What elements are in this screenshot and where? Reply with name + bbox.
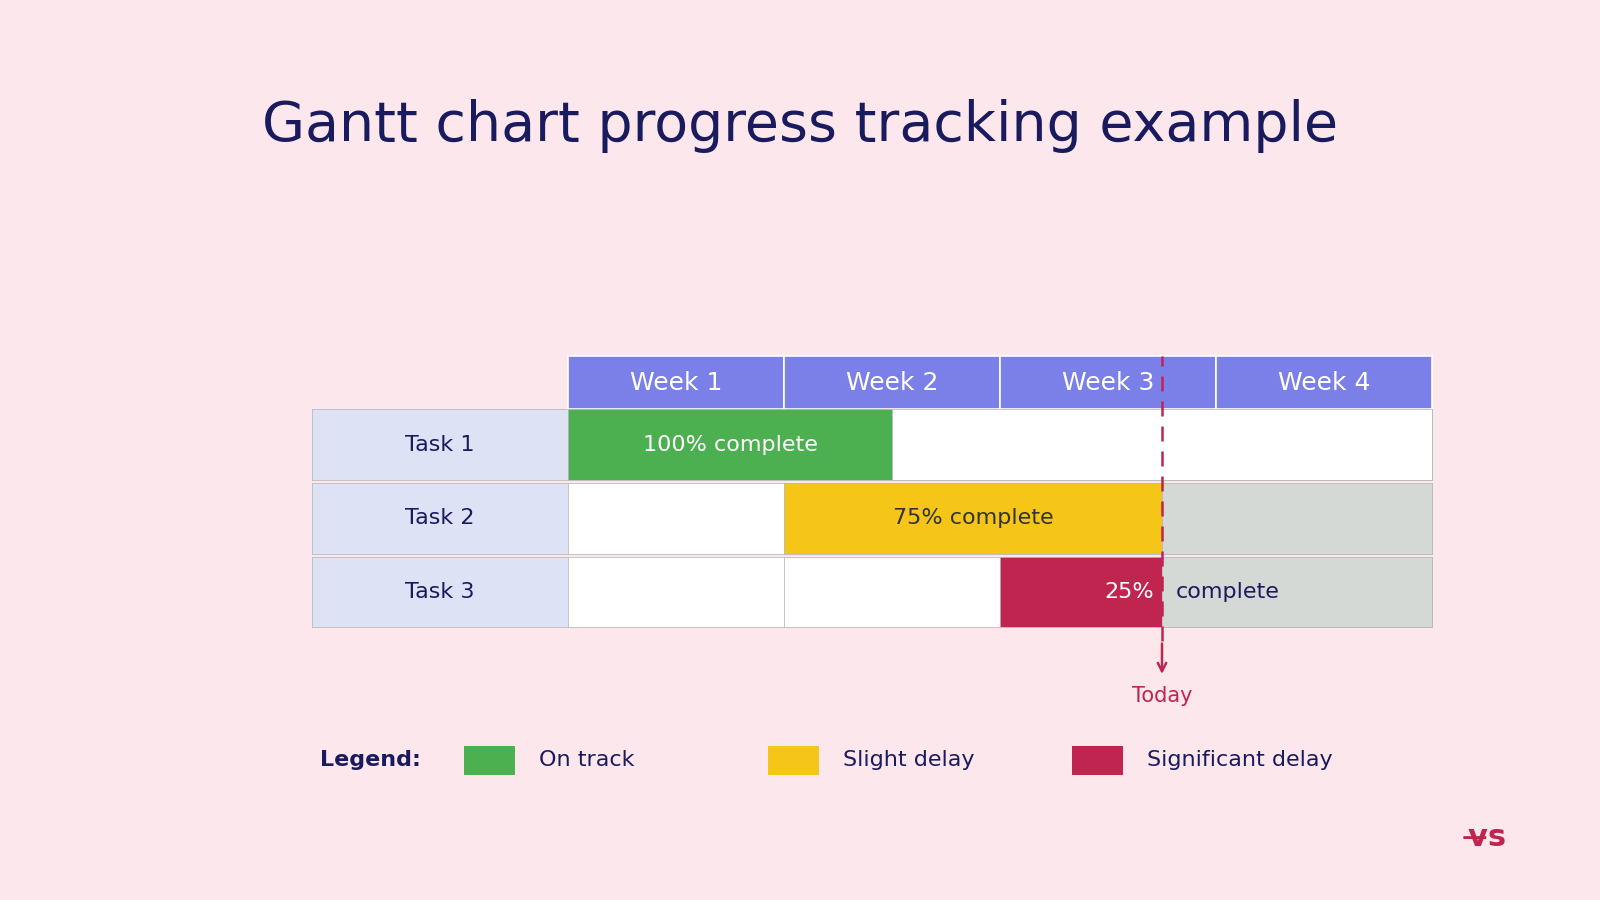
Text: 75% complete: 75% complete	[893, 508, 1053, 528]
Text: Week 4: Week 4	[1278, 371, 1370, 394]
Text: complete: complete	[1176, 582, 1280, 602]
Text: Gantt chart progress tracking example: Gantt chart progress tracking example	[262, 99, 1338, 153]
Text: Task 2: Task 2	[405, 508, 475, 528]
Text: 25%: 25%	[1104, 582, 1154, 602]
Text: Significant delay: Significant delay	[1147, 751, 1333, 770]
Text: On track: On track	[539, 751, 635, 770]
Text: Week 2: Week 2	[846, 371, 938, 394]
Text: Week 1: Week 1	[630, 371, 722, 394]
Text: Today: Today	[1131, 686, 1192, 706]
Text: Legend:: Legend:	[320, 751, 421, 770]
Text: Task 3: Task 3	[405, 582, 475, 602]
Text: Task 1: Task 1	[405, 435, 475, 454]
Text: v̶s: v̶s	[1469, 823, 1507, 851]
Text: 100% complete: 100% complete	[643, 435, 818, 454]
Text: Week 3: Week 3	[1062, 371, 1154, 394]
Text: Slight delay: Slight delay	[843, 751, 974, 770]
